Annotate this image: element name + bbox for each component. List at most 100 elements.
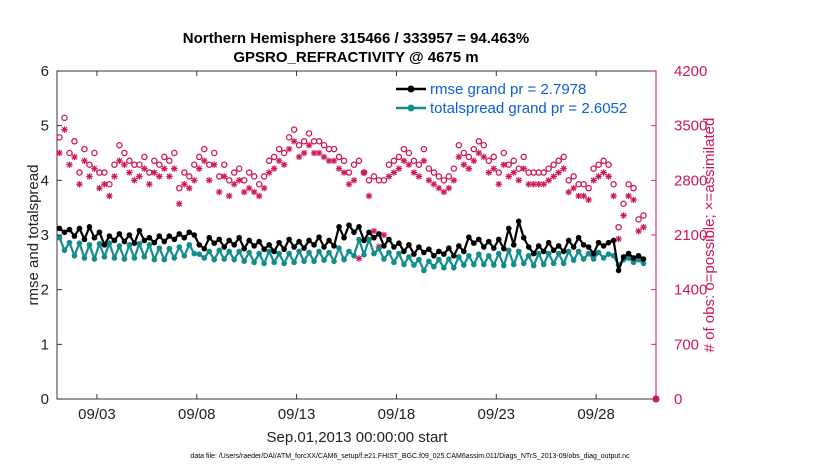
obs-assimilated-point <box>166 173 173 180</box>
obs-possible-point <box>220 161 228 168</box>
rmse-point <box>251 243 257 249</box>
totalspread-point <box>86 242 93 248</box>
obs-assimilated-point <box>595 173 602 180</box>
totalspread-point <box>266 248 272 255</box>
rmse-point <box>471 240 477 246</box>
obs-possible-point <box>385 161 393 168</box>
rmse-point <box>121 238 128 245</box>
rmse-point <box>500 245 507 252</box>
totalspread-point <box>236 248 242 255</box>
rmse-point <box>490 245 497 251</box>
totalspread-point <box>446 256 452 262</box>
totalspread-point <box>271 259 277 266</box>
obs-assimilated-point <box>560 165 567 172</box>
legend-rmse-marker <box>407 85 415 93</box>
obs-assimilated-point <box>240 188 248 196</box>
rmse-point <box>241 245 247 252</box>
rmse-point <box>311 242 317 248</box>
totalspread-point <box>61 247 68 254</box>
y2-tick-label: 700 <box>674 336 699 353</box>
obs-assimilated-point <box>430 181 438 188</box>
obs-assimilated-point <box>191 177 198 184</box>
rmse-point <box>451 252 457 259</box>
totalspread-point <box>485 252 492 259</box>
totalspread-point <box>226 248 233 255</box>
totalspread-point <box>306 249 312 256</box>
obs-possible-point <box>111 161 118 168</box>
obs-assimilated-point <box>325 157 333 165</box>
rmse-point <box>91 234 98 241</box>
totalspread-point <box>176 244 183 250</box>
rmse-point <box>101 242 108 248</box>
obs-possible-point <box>255 180 263 188</box>
rmse-point <box>196 242 203 248</box>
totalspread-point <box>91 256 98 262</box>
obs-possible-point <box>320 141 328 149</box>
obs-assimilated-point <box>66 161 73 168</box>
y2-tick-label: 0 <box>674 391 682 408</box>
obs-assimilated-point <box>640 223 647 231</box>
totalspread-point <box>431 263 437 270</box>
rmse-point <box>545 239 552 246</box>
totalspread-point <box>241 258 247 265</box>
x-tick-label: 09/28 <box>577 406 615 423</box>
totalspread-point <box>111 255 118 261</box>
totalspread-point <box>525 252 532 259</box>
obs-possible-point <box>480 141 488 149</box>
totalspread-point <box>451 265 457 271</box>
obs-assimilated-point <box>555 169 562 176</box>
y-tick-label: 2 <box>41 282 49 299</box>
rmse-point <box>505 225 512 232</box>
rmse-point <box>281 246 287 253</box>
rmse-point <box>346 222 352 228</box>
totalspread-point <box>530 262 537 269</box>
rmse-point <box>625 250 632 257</box>
totalspread-point <box>106 240 113 246</box>
rmse-point <box>331 243 337 249</box>
obs-assimilated-point <box>131 177 138 184</box>
obs-possible-point <box>245 169 253 176</box>
obs-possible-point <box>285 134 293 141</box>
obs-assimilated-point <box>370 227 378 235</box>
obs-assimilated-point <box>96 184 103 192</box>
obs-assimilated-point <box>485 169 492 176</box>
rmse-point <box>146 234 153 241</box>
rmse-point <box>271 248 277 255</box>
obs-assimilated-point <box>415 173 423 180</box>
obs-assimilated-point <box>181 181 188 188</box>
obs-assimilated-point <box>116 157 123 165</box>
rmse-point <box>71 233 78 239</box>
obs-assimilated-point <box>86 173 93 180</box>
obs-possible-point <box>265 157 273 165</box>
obs-assimilated-point <box>270 165 278 172</box>
totalspread-point <box>500 262 507 269</box>
obs-possible-point <box>590 165 597 172</box>
rmse-point <box>201 245 208 252</box>
chart-subtitle: GPSRO_REFRACTIVITY @ 4675 m <box>233 49 478 66</box>
obs-possible-point <box>101 169 108 176</box>
x-tick-label: 09/18 <box>378 406 416 423</box>
obs-possible-point <box>350 161 358 168</box>
totalspread-point <box>276 250 282 257</box>
obs-possible-point <box>61 114 68 122</box>
obs-assimilated-point <box>310 149 318 157</box>
obs-possible-point <box>335 153 343 161</box>
obs-assimilated-point <box>136 173 143 180</box>
obs-assimilated-point <box>255 192 263 200</box>
obs-assimilated-point <box>425 177 433 184</box>
legend: rmse grand pr = 2.7978 totalspread grand… <box>396 81 627 117</box>
totalspread-point <box>161 256 168 263</box>
totalspread-point <box>301 258 307 265</box>
rmse-point <box>156 233 163 239</box>
obs-assimilated-point <box>221 173 228 180</box>
obs-possible-point <box>500 149 508 157</box>
obs-possible-point <box>340 157 348 165</box>
rmse-point <box>565 237 572 244</box>
rmse-point <box>520 234 527 241</box>
obs-assimilated-point <box>265 169 273 176</box>
obs-possible-point <box>270 153 278 161</box>
obs-assimilated-point <box>405 161 413 168</box>
rmse-point <box>550 247 557 254</box>
obs-possible-point <box>250 173 258 180</box>
rmse-point <box>351 229 357 236</box>
